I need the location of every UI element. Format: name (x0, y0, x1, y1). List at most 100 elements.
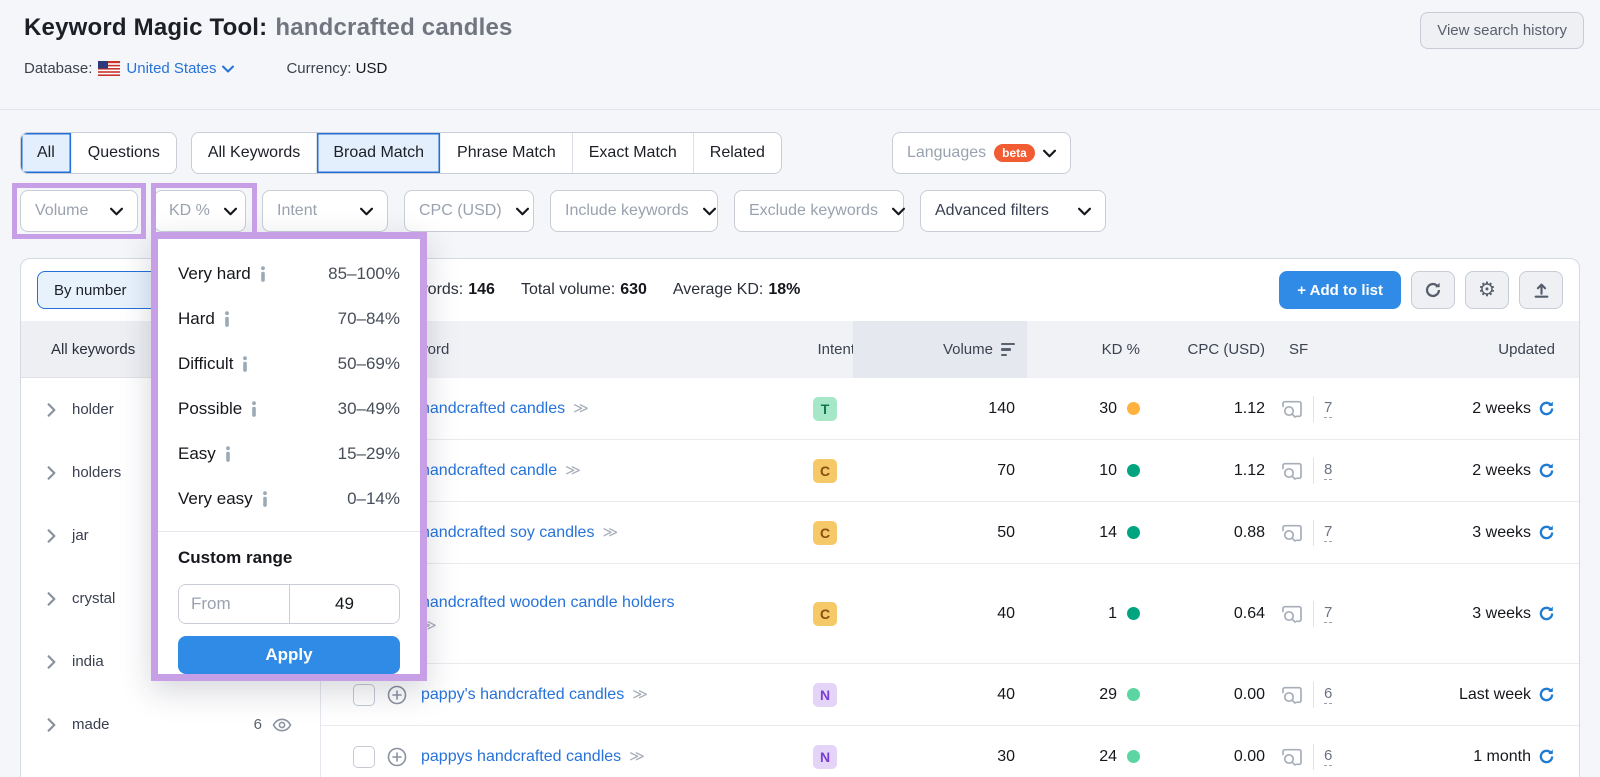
cpc-value: 0.00 (1233, 685, 1265, 703)
keyword-link[interactable]: handcrafted wooden candle holders (421, 593, 675, 611)
updated-value: 2 weeks (1472, 399, 1531, 417)
match-type-tabs: All Questions All Keywords Broad Match P… (20, 132, 1071, 174)
kd-option-very-hard[interactable]: Very hard 85–100% (178, 263, 400, 283)
exclude-keywords-dropdown[interactable]: Exclude keywords (734, 190, 905, 232)
keyword-link[interactable]: handcrafted soy candles (421, 524, 595, 541)
sort-descending-icon (1001, 342, 1015, 357)
keyword-link[interactable]: handcrafted candle (421, 462, 558, 479)
kd-option-hard[interactable]: Hard 70–84% (178, 308, 400, 328)
info-icon[interactable] (260, 265, 266, 282)
export-icon (1533, 282, 1550, 299)
divider (1313, 457, 1314, 484)
sf-count-link[interactable]: 7 (1324, 523, 1333, 542)
expand-arrow-icon[interactable]: ≫ (629, 748, 645, 765)
advanced-filters-dropdown[interactable]: Advanced filters (920, 190, 1106, 232)
keyword-link[interactable]: handcrafted candles (421, 400, 566, 417)
tab-related[interactable]: Related (709, 144, 765, 161)
tab-exact-match[interactable]: Exact Match (573, 133, 694, 173)
search-query: handcrafted candles (275, 14, 513, 41)
volume-value: 30 (997, 747, 1015, 765)
cpc-value: 1.12 (1233, 461, 1265, 479)
sf-count-link[interactable]: 7 (1324, 399, 1333, 418)
apply-button[interactable]: Apply (178, 636, 400, 674)
sidebar-item-made[interactable]: made 6 (21, 693, 320, 756)
cpc-value: 0.00 (1233, 747, 1265, 765)
info-icon[interactable] (251, 400, 257, 417)
chevron-down-icon (110, 207, 123, 216)
kd-from-input[interactable] (179, 585, 289, 623)
serp-preview-icon[interactable] (1281, 748, 1303, 766)
expand-arrow-icon[interactable]: ≫ (421, 616, 437, 634)
row-checkbox[interactable] (353, 683, 375, 706)
tab-all[interactable]: All (21, 133, 72, 173)
sidebar-item-holder[interactable]: holder (21, 378, 320, 441)
info-icon[interactable] (224, 310, 230, 327)
keyword-link[interactable]: pappys handcrafted candles (421, 748, 622, 765)
cpc-filter-dropdown[interactable]: CPC (USD) (404, 190, 534, 232)
info-icon[interactable] (242, 355, 248, 372)
column-header-kd[interactable]: KD % (1101, 341, 1140, 358)
column-header-updated[interactable]: Updated (1498, 341, 1555, 358)
serp-preview-icon[interactable] (1281, 686, 1303, 704)
include-keywords-dropdown[interactable]: Include keywords (550, 190, 718, 232)
serp-preview-icon[interactable] (1281, 400, 1303, 418)
tab-all-keywords[interactable]: All Keywords (192, 133, 318, 173)
chevron-down-icon (1078, 207, 1091, 216)
expand-arrow-icon[interactable]: ≫ (565, 462, 581, 479)
kd-option-difficult[interactable]: Difficult 50–69% (178, 353, 400, 373)
results-panel: By number All keywords:146 Total volume:… (20, 258, 1580, 777)
column-header-cpc[interactable]: CPC (USD) (1187, 341, 1266, 358)
info-icon[interactable] (225, 445, 231, 462)
eye-icon[interactable] (272, 717, 292, 732)
table-row: handcrafted wooden candle holders ≫ C 40 … (321, 564, 1579, 664)
divider (1313, 519, 1314, 546)
keyword-link[interactable]: pappy's handcrafted candles (421, 686, 625, 703)
tab-phrase-match[interactable]: Phrase Match (441, 133, 573, 173)
settings-button[interactable]: ⚙ (1465, 271, 1509, 309)
refresh-row-icon[interactable] (1538, 462, 1555, 479)
plus-circle-icon[interactable] (387, 747, 411, 767)
page-title: Keyword Magic Tool: handcrafted candles (24, 14, 513, 42)
expand-arrow-icon[interactable]: ≫ (573, 400, 589, 417)
kd-option-very-easy[interactable]: Very easy 0–14% (178, 488, 400, 508)
sidebar-item-crystal[interactable]: crystal (21, 567, 320, 630)
sf-count-link[interactable]: 7 (1324, 604, 1333, 623)
column-header-sf[interactable]: SF (1289, 341, 1309, 358)
tab-questions[interactable]: Questions (87, 144, 160, 161)
column-header-intent[interactable]: Intent (817, 341, 855, 358)
tab-broad-match[interactable]: Broad Match (317, 133, 442, 173)
serp-preview-icon[interactable] (1281, 462, 1303, 480)
add-to-list-button[interactable]: + Add to list (1279, 271, 1401, 309)
row-checkbox[interactable] (353, 745, 375, 768)
plus-circle-icon[interactable] (387, 685, 411, 705)
languages-dropdown[interactable]: Languages beta (891, 132, 1071, 174)
sidebar-item-india[interactable]: india (21, 630, 320, 693)
refresh-button[interactable] (1411, 271, 1455, 309)
refresh-row-icon[interactable] (1538, 605, 1555, 622)
serp-preview-icon[interactable] (1281, 605, 1303, 623)
refresh-row-icon[interactable] (1538, 686, 1555, 703)
expand-arrow-icon[interactable]: ≫ (632, 686, 648, 703)
refresh-row-icon[interactable] (1538, 400, 1555, 417)
kd-option-possible[interactable]: Possible 30–49% (178, 398, 400, 418)
kd-to-input[interactable] (289, 585, 399, 623)
intent-filter-dropdown[interactable]: Intent (262, 190, 388, 232)
refresh-row-icon[interactable] (1538, 748, 1555, 765)
refresh-row-icon[interactable] (1538, 524, 1555, 541)
info-icon[interactable] (262, 490, 268, 507)
sidebar-item-holders[interactable]: holders (21, 441, 320, 504)
kd-option-easy[interactable]: Easy 15–29% (178, 443, 400, 463)
gear-icon: ⚙ (1478, 279, 1496, 301)
sidebar-item-jar[interactable]: jar (21, 504, 320, 567)
serp-preview-icon[interactable] (1281, 524, 1303, 542)
kd-filter-dropdown[interactable]: KD % (154, 190, 246, 232)
view-search-history-button[interactable]: View search history (1420, 12, 1584, 49)
sf-count-link[interactable]: 6 (1324, 747, 1333, 766)
database-selector[interactable]: United States (126, 60, 235, 77)
expand-arrow-icon[interactable]: ≫ (602, 524, 619, 541)
volume-filter-dropdown[interactable]: Volume (20, 190, 138, 232)
sf-count-link[interactable]: 8 (1324, 461, 1333, 480)
export-button[interactable] (1519, 271, 1563, 309)
sf-count-link[interactable]: 6 (1324, 685, 1333, 704)
column-header-volume[interactable]: Volume (853, 321, 1027, 378)
